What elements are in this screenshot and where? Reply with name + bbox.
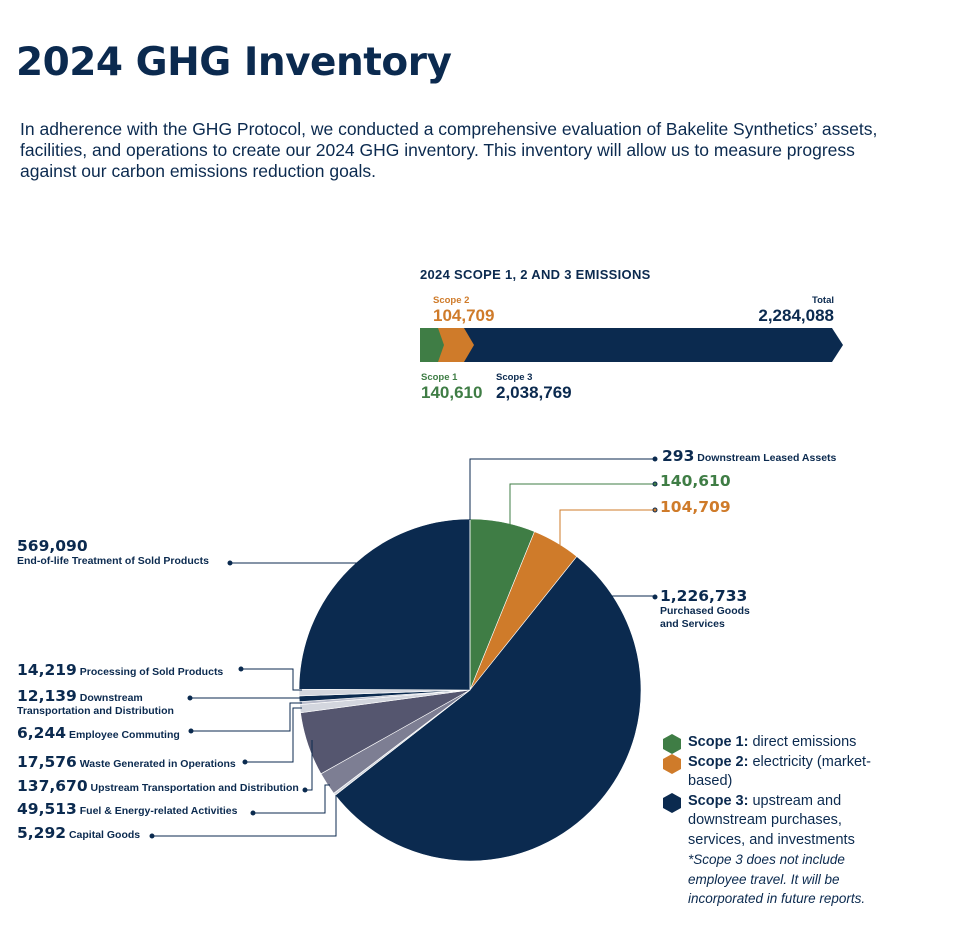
summary-bar: [420, 328, 843, 362]
label-processing: 14,219 Processing of Sold Products: [17, 661, 224, 679]
total-label: Total: [812, 295, 834, 306]
label-eol: 569,090 End-of-life Treatment of Sold Pro…: [17, 537, 209, 567]
label-commuting: 6,244 Employee Commuting: [17, 724, 180, 742]
summary-title: 2024 SCOPE 1, 2 AND 3 EMISSIONS: [420, 267, 651, 282]
page-title: 2024 GHG Inventory: [16, 40, 452, 85]
label-scope2: 104,709: [660, 498, 731, 516]
legend-scope2: Scope 2: electricity (market-based): [662, 753, 892, 792]
legend-note: *Scope 3 does not include employee trave…: [688, 852, 866, 906]
label-capital: 5,292 Capital Goods: [17, 824, 141, 842]
scope2-value: 104,709: [433, 306, 495, 325]
hexagon-icon: [663, 734, 681, 754]
label-fuel: 49,513 Fuel & Energy-related Activities: [17, 800, 238, 818]
pie-slice-purchased-goods-and-services: [334, 556, 642, 862]
hexagon-icon: [663, 792, 681, 813]
scope1-bar: [423, 328, 444, 362]
scope3-bar: [420, 328, 843, 362]
legend-scope1: Scope 1: direct emissions: [662, 733, 892, 754]
label-upstream: 137,670 Upstream Transportation and Dist…: [17, 777, 299, 795]
hexagon-icon: [663, 753, 681, 774]
legend: Scope 1: direct emissions Scope 2: elect…: [662, 733, 892, 909]
intro-paragraph: In adherence with the GHG Protocol, we c…: [20, 119, 878, 181]
total-value: 2,284,088: [758, 306, 834, 325]
label-downstream: 12,139 Downstream Transportation and Dist…: [17, 687, 174, 717]
leader-lines: [149, 456, 658, 839]
label-waste: 17,576 Waste Generated in Operations: [17, 753, 236, 771]
scope3-label: Scope 3: [496, 372, 533, 383]
scope1-label: Scope 1: [421, 372, 458, 383]
label-scope1: 140,610: [660, 472, 731, 490]
scope1-value: 140,610: [421, 383, 483, 402]
legend-scope3: Scope 3: upstream and downstream purchas…: [662, 792, 892, 851]
scope2-label: Scope 2: [433, 295, 470, 306]
label-leased: 293 Downstream Leased Assets: [662, 447, 837, 465]
scope3-value: 2,038,769: [496, 383, 572, 402]
pie-slice-end-of-life-treatment-of-sold-products: [298, 518, 471, 691]
label-purchased: 1,226,733 Purchased Goods and Services: [660, 587, 750, 630]
